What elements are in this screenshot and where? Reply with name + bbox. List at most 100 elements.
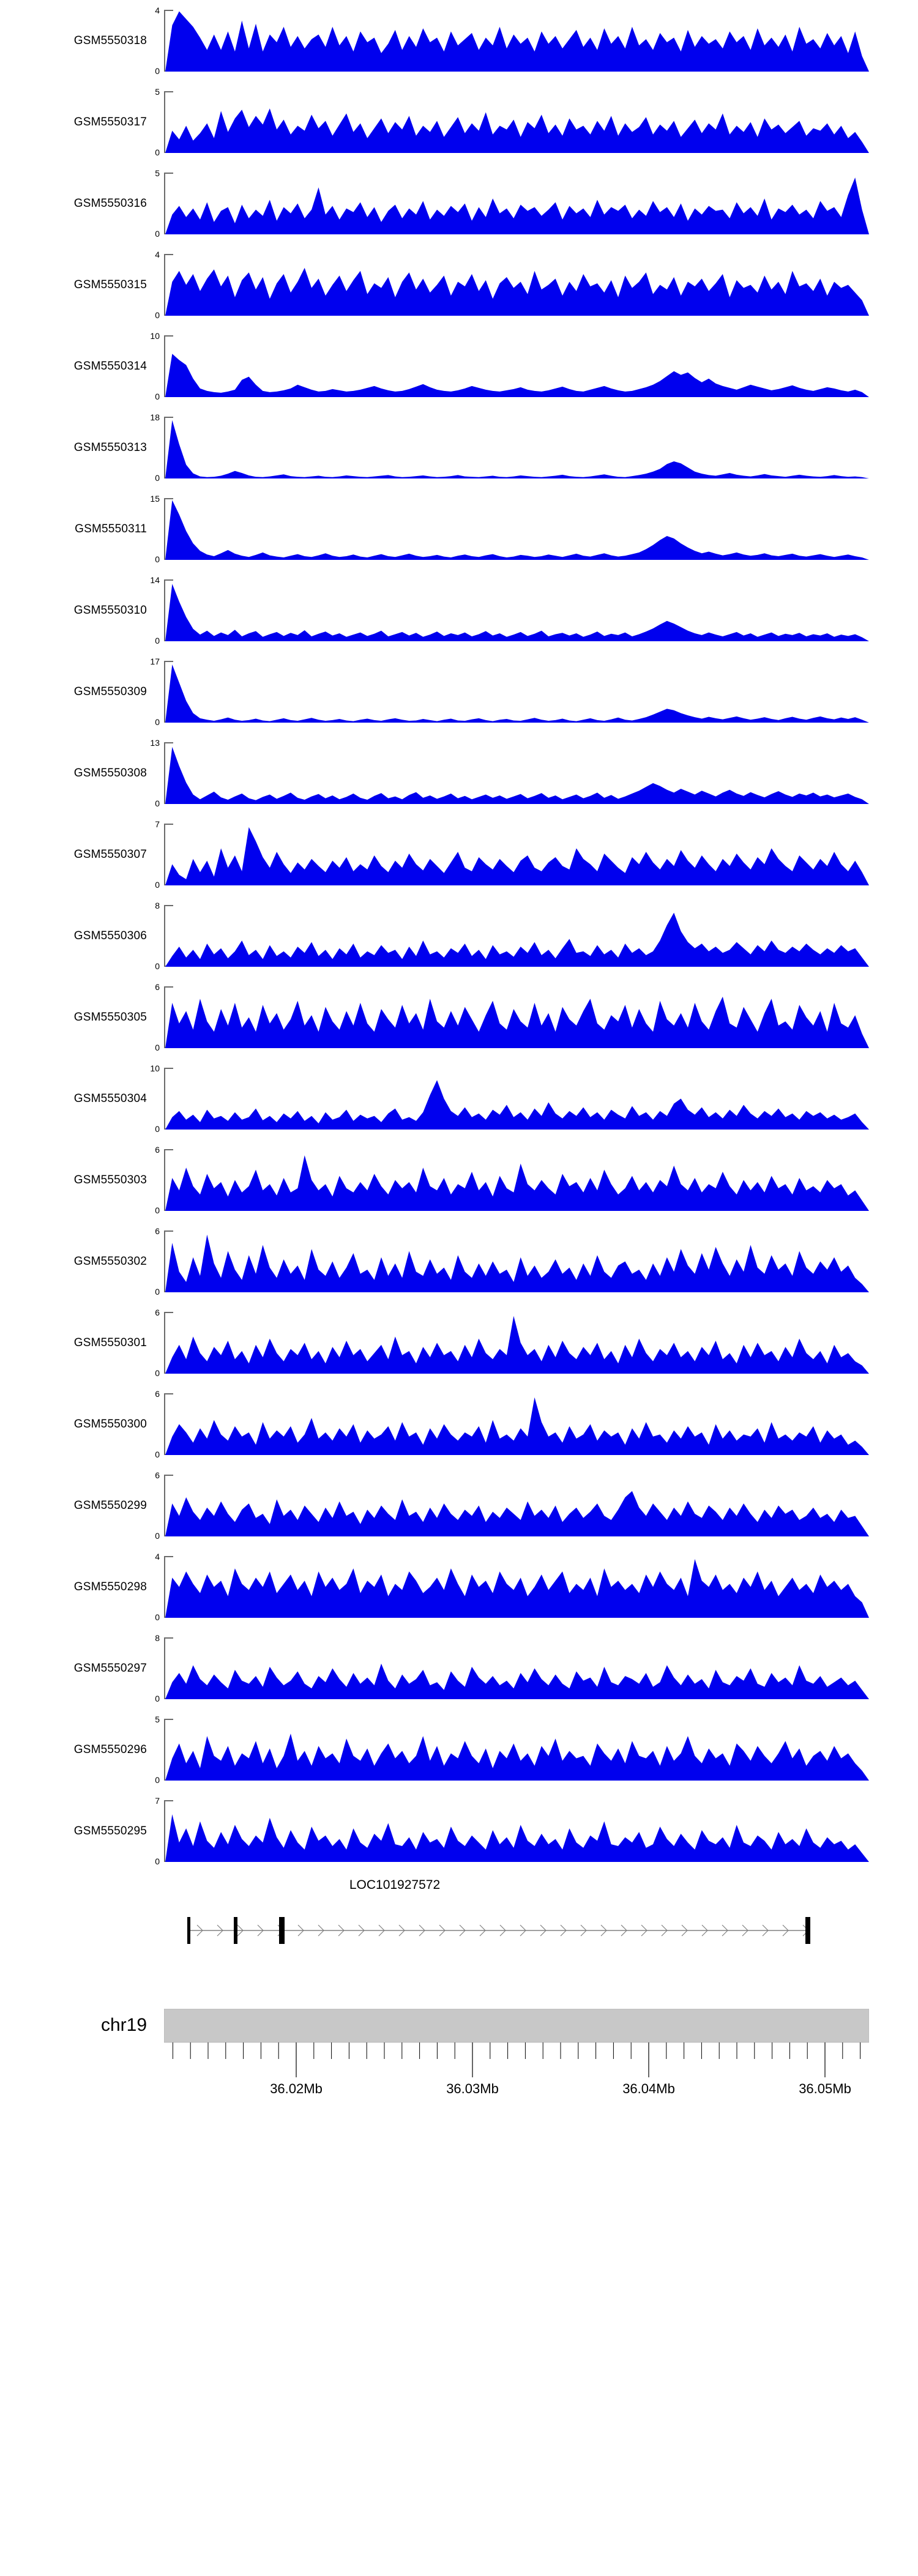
track-plot-area: 18 0	[150, 413, 869, 482]
y-axis-tick	[165, 417, 173, 418]
coverage-track: GSM5550296 5 0	[0, 1709, 918, 1790]
y-axis-tick-label: 0	[155, 961, 160, 971]
coverage-area	[165, 108, 869, 153]
coverage-track: GSM5550299 6 0	[0, 1465, 918, 1546]
track-sample-label: GSM5550311	[75, 522, 147, 535]
coverage-track: GSM5550307 7 0	[0, 814, 918, 895]
y-axis-line	[164, 335, 165, 397]
y-axis-line	[164, 824, 165, 885]
y-axis-line	[164, 173, 165, 234]
coverage-area	[165, 584, 869, 641]
coverage-track: GSM5550295 7 0	[0, 1790, 918, 1872]
track-sample-label: GSM5550304	[73, 1092, 147, 1105]
y-axis-tick	[165, 498, 173, 499]
coverage-area	[165, 267, 869, 316]
y-axis-tick-label: 15	[150, 494, 160, 504]
y-axis-tick-label: 14	[150, 575, 160, 585]
y-axis-tick-label: 0	[155, 1612, 160, 1622]
track-sample-label: GSM5550310	[73, 603, 147, 617]
axis-tick-label: 36.04Mb	[622, 2081, 675, 2096]
coverage-track: GSM5550302 6 0	[0, 1221, 918, 1302]
axis-tick-label: 36.03Mb	[446, 2081, 499, 2096]
y-axis-tick-label: 8	[155, 1633, 160, 1643]
y-axis-tick-label: 0	[155, 1694, 160, 1703]
coverage-track: GSM5550309 17 0	[0, 651, 918, 732]
y-axis-tick	[165, 742, 173, 743]
coverage-area	[165, 420, 869, 478]
genome-axis[interactable]: 36.02Mb 36.03Mb 36.04Mb 36.05Mb	[163, 2008, 870, 2122]
y-axis-line	[164, 1230, 165, 1292]
y-axis-tick-label: 0	[155, 1450, 160, 1459]
y-axis-tick-label: 6	[155, 982, 160, 992]
gene-name-label: LOC101927572	[349, 1878, 441, 1892]
y-axis-tick-label: 0	[155, 1124, 160, 1134]
gene-model[interactable]	[164, 1912, 869, 1952]
y-axis-tick-label: 0	[155, 310, 160, 320]
y-axis-tick	[165, 986, 173, 988]
coverage-track: GSM5550316 5 0	[0, 163, 918, 244]
y-axis-tick-label: 0	[155, 1368, 160, 1378]
y-axis-line	[164, 905, 165, 967]
y-axis-tick-label: 13	[150, 738, 160, 748]
track-sample-label: GSM5550299	[73, 1498, 147, 1512]
y-axis-tick-label: 6	[155, 1308, 160, 1317]
y-axis-tick-label: 0	[155, 229, 160, 239]
track-sample-label: GSM5550306	[73, 929, 147, 942]
y-axis-tick-label: 0	[155, 1205, 160, 1215]
track-plot-area: 10 0	[150, 332, 869, 401]
coverage-track: GSM5550306 8 0	[0, 895, 918, 977]
y-axis-line	[164, 498, 165, 560]
coverage-area	[165, 1234, 869, 1292]
y-axis-tick-label: 0	[155, 1856, 160, 1866]
y-axis-tick	[165, 1800, 173, 1801]
y-axis-tick	[165, 254, 173, 255]
y-axis-line	[164, 1556, 165, 1618]
y-axis-tick-label: 0	[155, 392, 160, 401]
y-axis-line	[164, 1475, 165, 1536]
y-axis-tick	[165, 173, 173, 174]
coverage-track: GSM5550315 4 0	[0, 244, 918, 326]
track-sample-label: GSM5550301	[73, 1336, 147, 1349]
y-axis-line	[164, 254, 165, 316]
coverage-area	[165, 1397, 869, 1455]
y-axis-tick	[165, 1556, 173, 1557]
y-axis-line	[164, 1149, 165, 1211]
track-sample-label: GSM5550296	[73, 1743, 147, 1756]
y-axis-line	[164, 661, 165, 723]
y-axis-tick	[165, 1475, 173, 1476]
y-axis-tick	[165, 1393, 173, 1394]
y-axis-tick-label: 0	[155, 717, 160, 727]
y-axis-line	[164, 1393, 165, 1455]
y-axis-tick-label: 4	[155, 6, 160, 15]
coverage-track: GSM5550308 13 0	[0, 732, 918, 814]
y-axis-tick	[165, 905, 173, 906]
y-axis-tick	[165, 824, 173, 825]
y-axis-tick-label: 0	[155, 880, 160, 890]
track-sample-label: GSM5550308	[73, 766, 147, 780]
y-axis-tick-label: 10	[150, 1063, 160, 1073]
y-axis-tick-label: 6	[155, 1145, 160, 1155]
track-plot-area: 13 0	[150, 739, 869, 808]
axis-tick-label: 36.05Mb	[799, 2081, 851, 2096]
y-axis-tick	[165, 579, 173, 581]
y-axis-tick	[165, 1312, 173, 1313]
coverage-tracks: GSM5550318 4 0 GSM5550317 5 0 GSM5550316 5 0 GSM5…	[0, 6, 918, 1872]
track-sample-label: GSM5550295	[73, 1824, 147, 1837]
y-axis-tick-label: 0	[155, 147, 160, 157]
coverage-track: GSM5550314 10 0	[0, 326, 918, 407]
track-sample-label: GSM5550315	[73, 278, 147, 291]
gene-annotation-track: LOC101927572	[0, 1872, 918, 2000]
chromosome-axis-track: chr19 36.02Mb 36.03Mb 36.04Mb 36.05Mb	[0, 2000, 918, 2153]
y-axis-tick-label: 5	[155, 168, 160, 178]
coverage-area	[165, 1155, 869, 1211]
y-axis-tick-label: 0	[155, 66, 160, 76]
y-axis-tick-label: 4	[155, 250, 160, 259]
y-axis-tick-label: 5	[155, 87, 160, 97]
